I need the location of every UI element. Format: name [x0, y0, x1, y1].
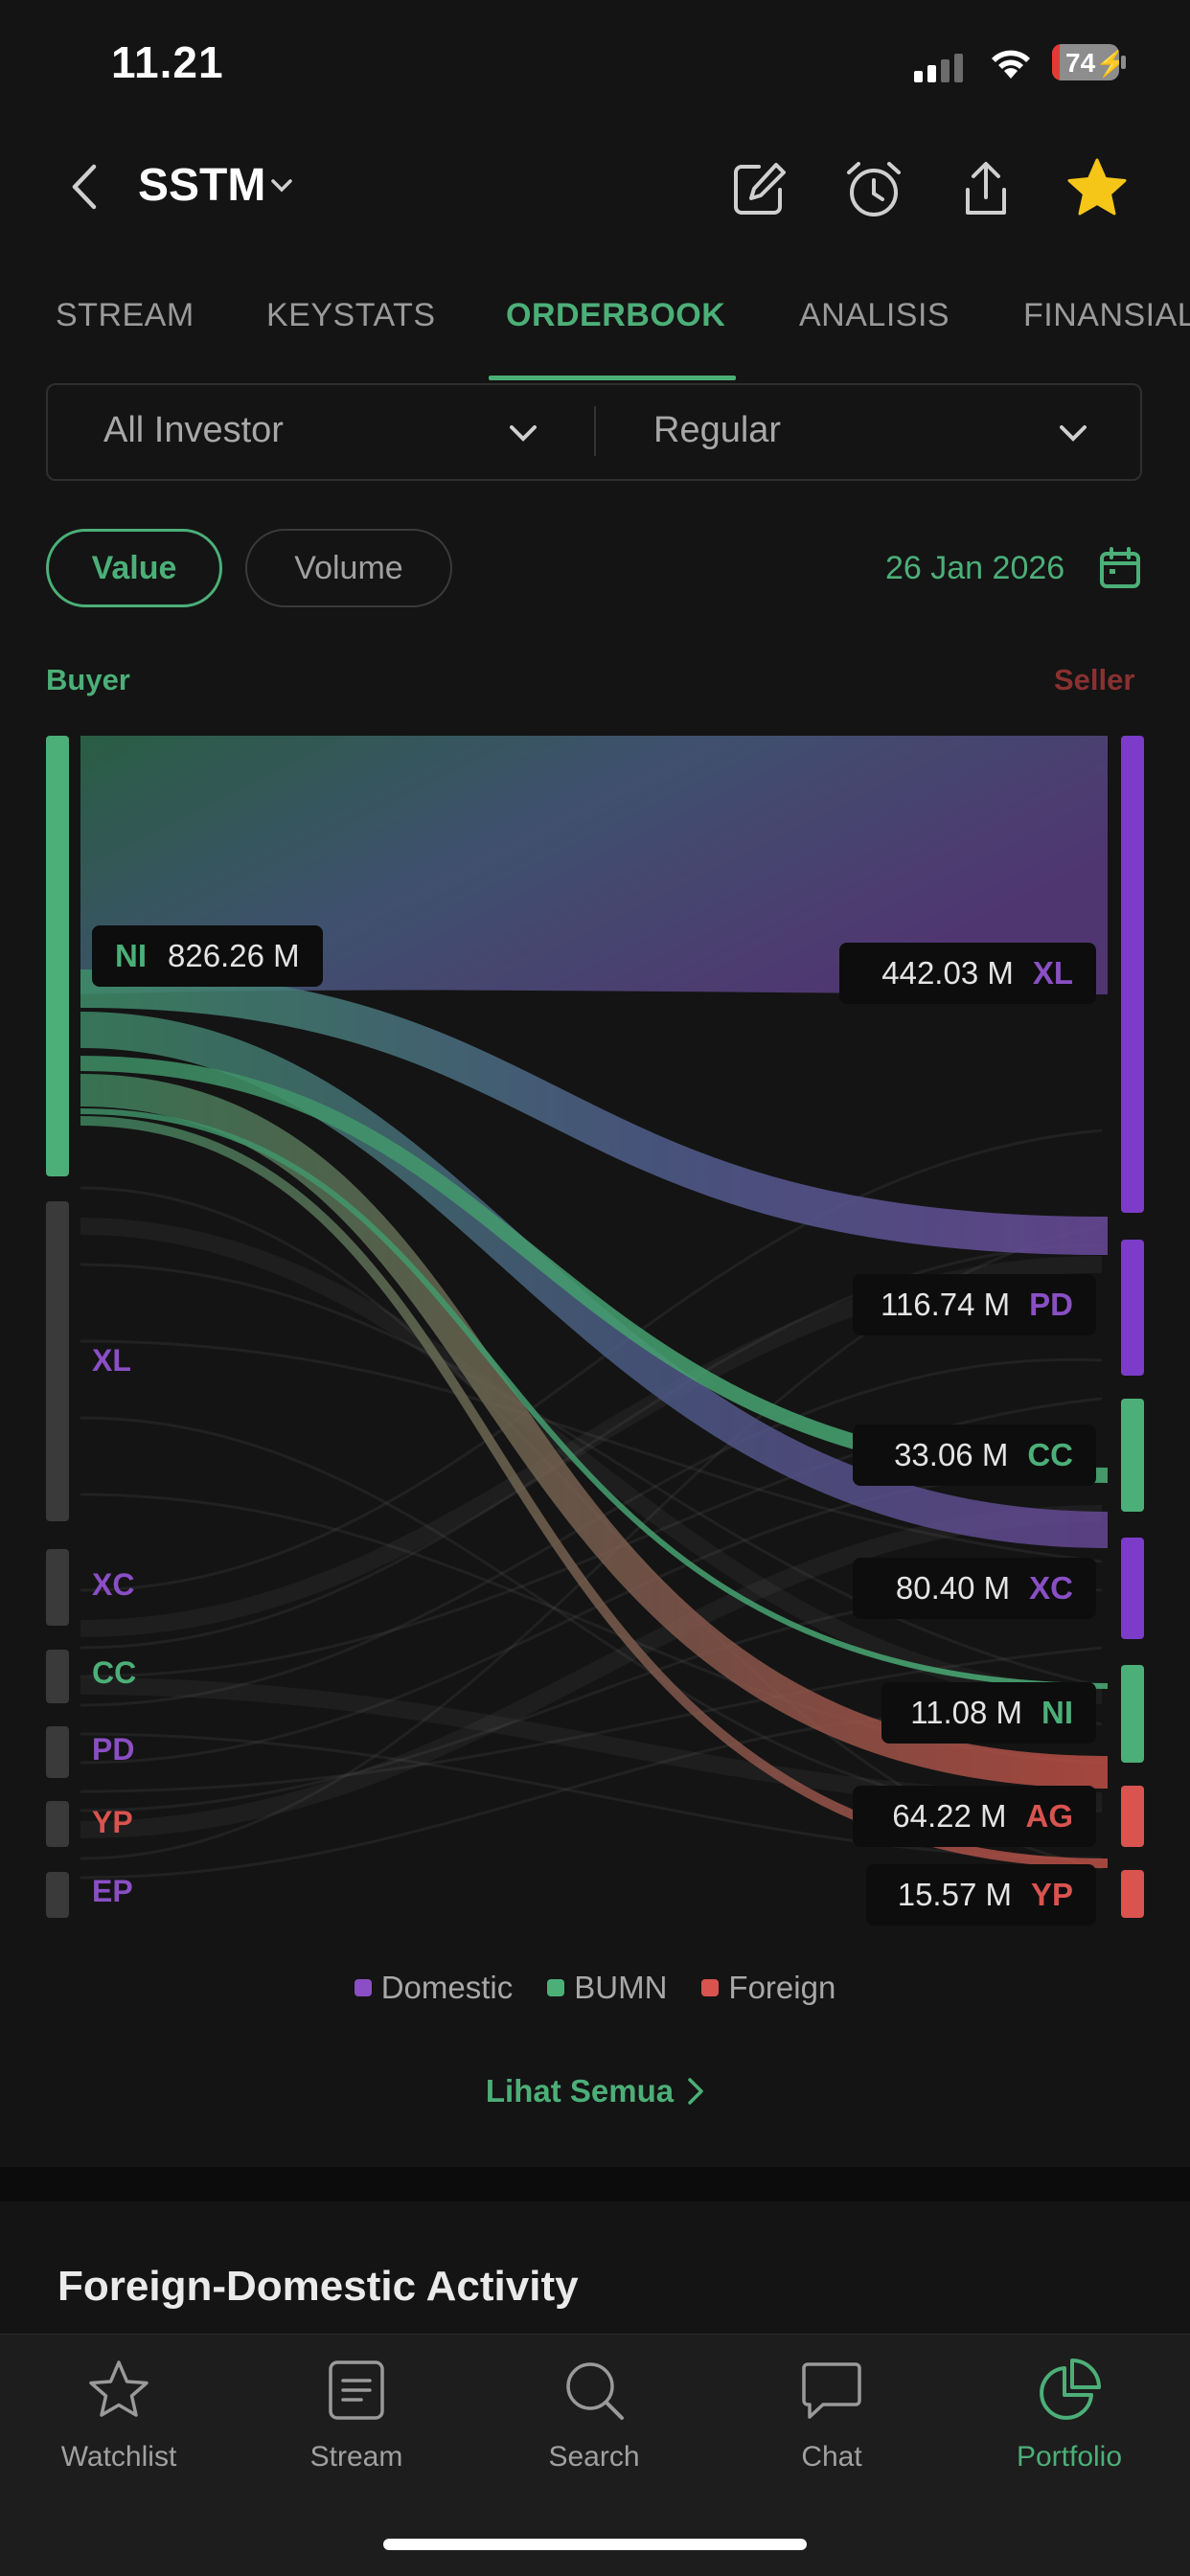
buyer-code-xc[interactable]: XC — [92, 1567, 135, 1602]
nav-label: Portfolio — [1016, 2441, 1123, 2473]
buyer-code-ep[interactable]: EP — [92, 1874, 133, 1908]
seller-code: YP — [1030, 1877, 1073, 1912]
seller-value: 11.08 M — [910, 1695, 1022, 1730]
cellular-signal-icon — [914, 54, 963, 82]
share-icon[interactable] — [956, 159, 1016, 225]
legend-label: Domestic — [380, 1970, 514, 2005]
nav-label: Search — [548, 2441, 640, 2473]
buyer-ni-value-label[interactable]: NI 826.26 M — [92, 925, 323, 987]
date-display[interactable]: 26 Jan 2026 — [885, 550, 1065, 586]
seller-value: 15.57 M — [897, 1877, 1012, 1912]
market-filter-dropdown[interactable]: Regular — [653, 410, 782, 450]
nav-label: Stream — [309, 2441, 403, 2473]
legend-item-bumn: BUMN — [547, 1970, 667, 2006]
calendar-icon[interactable] — [1098, 546, 1142, 595]
tab-stream[interactable]: STREAM — [56, 297, 195, 333]
section-divider — [0, 2167, 1190, 2201]
star-outline-icon — [89, 2360, 149, 2417]
home-indicator — [383, 2539, 807, 2550]
filter-divider — [594, 406, 596, 456]
seller-yp-label[interactable]: 15.57 M YP — [866, 1864, 1096, 1926]
legend-item-domestic: Domestic — [354, 1970, 514, 2006]
document-icon — [329, 2360, 384, 2420]
buyer-value: 826.26 M — [168, 938, 300, 973]
buyer-code-xl[interactable]: XL — [92, 1343, 131, 1378]
legend-item-foreign: Foreign — [701, 1970, 835, 2006]
seller-value: 64.22 M — [892, 1798, 1007, 1834]
seller-code: NI — [1041, 1695, 1073, 1730]
nav-chat[interactable]: Chat — [736, 2357, 927, 2473]
seller-ag-label[interactable]: 64.22 M AG — [853, 1786, 1096, 1847]
nav-label: Chat — [801, 2441, 862, 2473]
nav-portfolio[interactable]: Portfolio — [973, 2357, 1165, 2473]
chart-legend: Domestic BUMN Foreign — [0, 1970, 1190, 2006]
seller-pd-label[interactable]: 116.74 M PD — [853, 1274, 1096, 1335]
seller-code: CC — [1027, 1437, 1073, 1472]
buyer-code-yp[interactable]: YP — [92, 1805, 133, 1839]
seller-ni-label[interactable]: 11.08 M NI — [881, 1682, 1096, 1744]
seller-value: 80.40 M — [895, 1570, 1011, 1606]
tab-keystats[interactable]: KEYSTATS — [266, 297, 436, 333]
see-all-link[interactable]: Lihat Semua — [0, 2073, 1190, 2109]
investor-filter-dropdown[interactable]: All Investor — [103, 410, 284, 450]
section-title: Foreign-Domestic Activity — [57, 2263, 579, 2310]
broker-flow-sankey: NI 826.26 M XL XC CC PD YP EP 442.03 M X… — [0, 728, 1190, 1926]
chevron-down-icon[interactable] — [270, 178, 293, 198]
nav-label: Watchlist — [60, 2441, 177, 2473]
seller-xl-label[interactable]: 442.03 M XL — [839, 943, 1096, 1004]
battery-icon: 74⚡ — [1052, 44, 1119, 80]
buyer-code: NI — [115, 938, 147, 973]
chevron-down-icon[interactable] — [508, 423, 538, 447]
battery-level: 74 — [1065, 48, 1096, 78]
tab-bar: STREAM KEYSTATS ORDERBOOK ANALISIS FINAN… — [0, 297, 1190, 383]
buyer-code-pd[interactable]: PD — [92, 1732, 135, 1767]
legend-swatch — [354, 1979, 372, 1996]
seller-code: XC — [1029, 1570, 1073, 1606]
edit-note-icon[interactable] — [730, 159, 790, 223]
tab-analisis[interactable]: ANALISIS — [799, 297, 950, 333]
pie-chart-icon — [1040, 2359, 1101, 2420]
seller-code: XL — [1032, 955, 1073, 991]
active-tab-indicator — [489, 376, 736, 380]
seller-value: 33.06 M — [894, 1437, 1009, 1472]
legend-swatch — [701, 1979, 720, 1996]
buyer-label: Buyer — [46, 663, 130, 696]
back-button[interactable] — [69, 163, 98, 216]
chevron-right-icon — [688, 2078, 703, 2105]
nav-watchlist[interactable]: Watchlist — [23, 2357, 215, 2473]
bottom-navigation — [0, 2334, 1190, 2576]
chat-bubble-icon — [802, 2362, 861, 2419]
buyer-code-cc[interactable]: CC — [92, 1655, 137, 1690]
legend-swatch — [547, 1979, 565, 1996]
nav-stream[interactable]: Stream — [261, 2357, 452, 2473]
seller-value: 442.03 M — [881, 955, 1014, 991]
see-all-label: Lihat Semua — [485, 2073, 675, 2109]
seller-value: 116.74 M — [881, 1287, 1011, 1322]
status-time: 11.21 — [111, 37, 224, 87]
ticker-selector[interactable]: SSTM — [138, 160, 266, 211]
wifi-icon — [987, 44, 1035, 85]
seller-code: PD — [1029, 1287, 1073, 1322]
favorite-star-icon[interactable] — [1065, 157, 1129, 223]
chevron-down-icon[interactable] — [1058, 423, 1088, 447]
seller-xc-label[interactable]: 80.40 M XC — [853, 1558, 1096, 1619]
tab-orderbook[interactable]: ORDERBOOK — [506, 297, 726, 333]
battery-tip — [1121, 56, 1126, 69]
volume-toggle-button[interactable]: Volume — [245, 529, 452, 607]
legend-label: Foreign — [728, 1970, 836, 2005]
filter-bar — [46, 383, 1142, 481]
seller-code: AG — [1025, 1798, 1074, 1834]
seller-cc-label[interactable]: 33.06 M CC — [853, 1425, 1096, 1486]
value-toggle-button[interactable]: Value — [46, 529, 222, 607]
tab-finansial[interactable]: FINANSIAL — [1023, 297, 1190, 333]
search-icon — [566, 2362, 624, 2420]
seller-label: Seller — [1054, 663, 1135, 696]
legend-label: BUMN — [574, 1970, 668, 2005]
alarm-clock-icon[interactable] — [843, 159, 904, 225]
nav-search[interactable]: Search — [498, 2357, 690, 2473]
